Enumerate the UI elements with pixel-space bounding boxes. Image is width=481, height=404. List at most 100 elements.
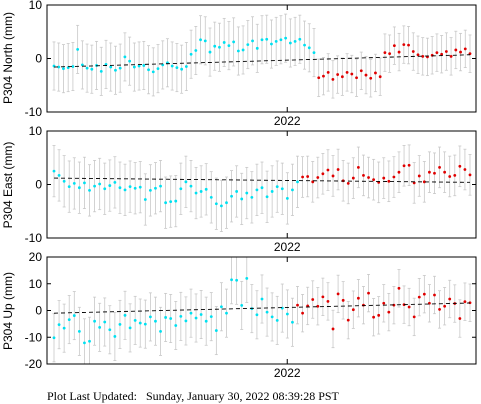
cyan-point [227, 44, 231, 48]
cyan-point [209, 195, 213, 199]
cyan-point [194, 316, 198, 320]
red-point [397, 170, 401, 174]
cyan-point [265, 195, 269, 199]
cyan-point [103, 187, 107, 191]
red-point [382, 176, 386, 180]
cyan-point [174, 199, 178, 203]
cyan-point [230, 194, 233, 198]
footer-label: Plot Last Updated: [47, 389, 137, 403]
cyan-point [123, 55, 127, 59]
cyan-point [199, 38, 202, 42]
red-point [317, 76, 321, 80]
red-point [331, 77, 335, 81]
red-point [377, 313, 381, 317]
red-point [407, 305, 411, 309]
red-point [449, 54, 453, 58]
cyan-point [175, 66, 179, 69]
red-point [402, 164, 406, 168]
cyan-point [80, 63, 84, 67]
red-point [422, 292, 426, 296]
red-point [402, 43, 406, 46]
cyan-point [132, 65, 136, 69]
red-point [412, 315, 416, 319]
cyan-point [255, 313, 259, 317]
cyan-point [62, 67, 65, 71]
cyan-point [143, 322, 147, 326]
cyan-point [83, 181, 86, 185]
cyan-point [291, 188, 294, 192]
red-point [350, 72, 354, 76]
cyan-point [174, 324, 178, 327]
red-point [411, 50, 415, 53]
red-point [326, 71, 330, 74]
red-point [374, 71, 377, 75]
red-point [359, 69, 363, 73]
cyan-point [204, 187, 208, 191]
red-point [321, 172, 325, 176]
cyan-point [298, 37, 302, 41]
cyan-point [118, 66, 122, 70]
cyan-point [288, 41, 292, 45]
cyan-point [270, 190, 274, 193]
red-point [355, 76, 358, 80]
cyan-point [114, 68, 117, 72]
cyan-point [113, 335, 117, 338]
red-point [417, 295, 421, 299]
cyan-point [275, 318, 279, 322]
cyan-point [103, 320, 107, 324]
red-point [448, 297, 452, 301]
cyan-point [99, 69, 103, 73]
cyan-point [85, 66, 89, 70]
red-point [392, 44, 396, 48]
red-point [387, 310, 391, 314]
red-point [351, 176, 355, 180]
cyan-point [270, 42, 273, 46]
cyan-point [255, 46, 259, 50]
cyan-point [128, 326, 132, 330]
y-tick-label: 0 [35, 52, 42, 66]
cyan-point [265, 37, 269, 41]
cyan-point [90, 67, 94, 71]
cyan-point [93, 184, 96, 188]
red-point [362, 174, 365, 177]
cyan-point [255, 188, 259, 192]
cyan-point [98, 325, 102, 329]
red-point [458, 164, 462, 168]
red-point [356, 296, 360, 300]
cyan-point [148, 315, 152, 319]
cyan-point [260, 38, 264, 42]
red-point [346, 318, 350, 322]
cyan-point [123, 188, 127, 192]
cyan-point [169, 317, 173, 320]
y-axis-label: P304 East (mm) [1, 142, 15, 229]
red-point [468, 173, 472, 177]
cyan-point [184, 319, 188, 323]
cyan-point [98, 182, 102, 186]
red-point [433, 293, 436, 297]
cyan-point [293, 39, 297, 43]
cyan-point [133, 186, 137, 190]
panel-1: -10 0 10 2022 P304 North (mm) [1, 0, 477, 128]
cyan-point [67, 185, 71, 189]
cyan-point [156, 67, 160, 71]
red-point [331, 327, 335, 331]
red-point [336, 168, 340, 171]
cyan-point [265, 310, 269, 314]
red-point [397, 286, 401, 290]
cyan-point [62, 326, 66, 330]
cyan-point [164, 316, 168, 319]
cyan-point [108, 184, 112, 187]
red-point [311, 298, 315, 301]
cyan-point [179, 187, 183, 191]
cyan-point [93, 319, 96, 323]
cyan-point [214, 329, 218, 332]
cyan-point [108, 328, 112, 332]
red-point [463, 168, 467, 171]
cyan-point [232, 40, 236, 44]
cyan-point [118, 186, 122, 190]
cyan-point [57, 65, 61, 69]
footer-timestamp: Sunday, January 30, 2022 08:39:28 PST [146, 389, 339, 403]
red-point [382, 301, 386, 305]
panel-3: -20 -10 0 10 20 2022 P304 Up (mm) [1, 250, 477, 380]
cyan-point [133, 318, 137, 322]
